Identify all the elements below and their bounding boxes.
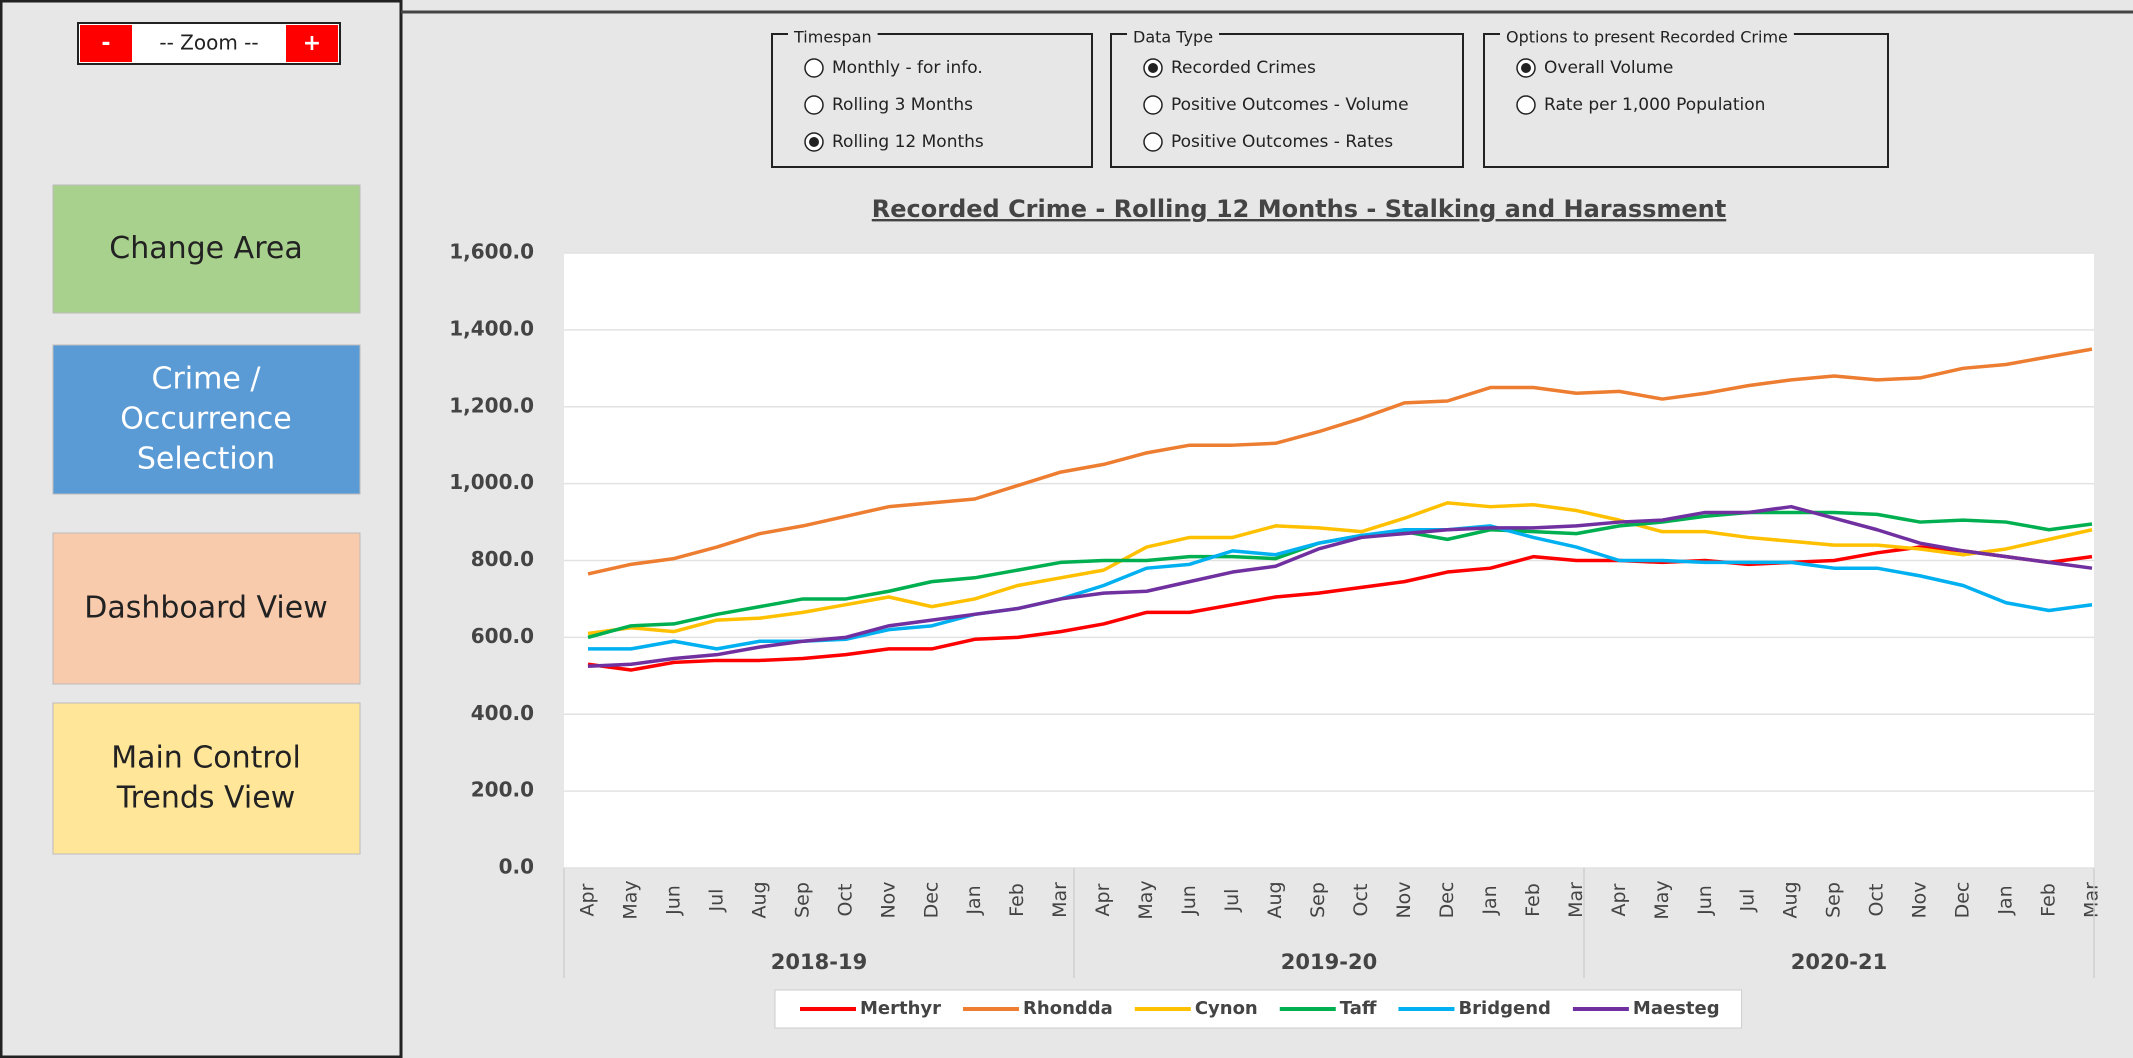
- radio-dot: [1521, 63, 1531, 73]
- x-tick-label: Sep: [791, 882, 813, 918]
- nav-button-label: Main Control Trends View: [111, 740, 301, 815]
- group-label: 2019-20: [1281, 950, 1377, 974]
- chart-title: Recorded Crime - Rolling 12 Months - Sta…: [872, 195, 1726, 223]
- option-group-title: Options to present Recorded Crime: [1506, 28, 1788, 47]
- legend-label: Cynon: [1195, 998, 1258, 1019]
- radio-label[interactable]: Overall Volume: [1544, 58, 1673, 78]
- x-tick-label: Dec: [920, 882, 942, 919]
- legend-label: Merthyr: [860, 998, 941, 1019]
- nav-button-label: Dashboard View: [84, 590, 328, 625]
- radio-dot: [1148, 63, 1158, 73]
- x-tick-label: Nov: [1909, 881, 1931, 918]
- nav-button[interactable]: [52, 702, 361, 855]
- series-line: [587, 501, 2093, 636]
- zoom-label: -- Zoom --: [159, 31, 258, 55]
- radio-dot: [809, 137, 819, 147]
- x-tick-label: Nov: [877, 881, 899, 918]
- y-tick-label: 1,000.0: [449, 470, 534, 494]
- x-tick-label: Apr: [1608, 883, 1630, 916]
- x-tick-label: Oct: [834, 884, 856, 917]
- x-tick-label: Mar: [1565, 882, 1587, 918]
- x-tick-label: Jul: [1221, 889, 1243, 913]
- option-group-title: Timespan: [793, 28, 872, 47]
- nav-button[interactable]: [52, 532, 361, 685]
- x-tick-label: Mar: [1049, 882, 1071, 918]
- x-tick-label: Feb: [1522, 883, 1544, 917]
- y-tick-label: 1,200.0: [449, 393, 534, 417]
- y-tick-label: 400.0: [471, 701, 534, 725]
- radio-label[interactable]: Rolling 12 Months: [832, 132, 984, 152]
- radio-button[interactable]: [804, 58, 824, 78]
- option-group-frame: [1110, 33, 1464, 168]
- group-label: 2020-21: [1791, 950, 1887, 974]
- x-tick-label: May: [619, 880, 641, 919]
- title-gap: [1127, 30, 1220, 40]
- x-tick-label: Aug: [1264, 881, 1286, 918]
- x-tick-label: Jan: [1995, 885, 2017, 915]
- x-tick-label: Oct: [1866, 884, 1888, 917]
- x-tick-label: Jun: [1178, 885, 1200, 916]
- x-tick-label: May: [1651, 880, 1673, 919]
- zoom-minus-label: -: [101, 31, 110, 56]
- series-line: [587, 504, 2093, 668]
- x-tick-label: Mar: [2081, 882, 2103, 918]
- nav-button-label: Change Area: [109, 231, 302, 266]
- x-tick-label: Sep: [1307, 882, 1329, 918]
- x-tick-label: Jul: [705, 889, 727, 913]
- legend-label: Bridgend: [1458, 998, 1550, 1019]
- legend-label: Taff: [1340, 998, 1377, 1019]
- x-tick-label: Feb: [1006, 883, 1028, 917]
- y-tick-label: 600.0: [471, 624, 534, 648]
- x-tick-label: Nov: [1393, 881, 1415, 918]
- x-tick-label: Jul: [1737, 889, 1759, 913]
- y-tick-label: 0.0: [499, 855, 534, 879]
- x-tick-label: Oct: [1350, 884, 1372, 917]
- y-tick-label: 1,400.0: [449, 316, 534, 340]
- zoom-minus[interactable]: [80, 25, 132, 62]
- nav-button-label: Crime / Occurrence Selection: [120, 361, 292, 476]
- title-gap: [788, 30, 878, 40]
- radio-button[interactable]: [804, 95, 824, 115]
- title-gap: [1500, 30, 1794, 40]
- radio-button[interactable]: [1143, 95, 1163, 115]
- x-tick-label: May: [1135, 880, 1157, 919]
- x-tick-label: Jan: [963, 885, 985, 915]
- radio-label[interactable]: Positive Outcomes - Rates: [1171, 132, 1393, 152]
- y-tick-label: 800.0: [471, 547, 534, 571]
- zoom-plus-label: +: [303, 31, 321, 56]
- x-tick-label: Aug: [748, 881, 770, 918]
- nav-button[interactable]: [52, 344, 361, 495]
- radio-label[interactable]: Rolling 3 Months: [832, 95, 973, 115]
- radio-label[interactable]: Positive Outcomes - Volume: [1171, 95, 1409, 115]
- x-tick-label: Apr: [1092, 883, 1114, 916]
- x-tick-label: Feb: [2038, 883, 2060, 917]
- radio-button[interactable]: [1143, 132, 1163, 152]
- x-tick-label: Jan: [1479, 885, 1501, 915]
- legend-label: Rhondda: [1023, 998, 1113, 1019]
- x-tick-label: Dec: [1436, 882, 1458, 919]
- x-tick-label: Jun: [1694, 885, 1716, 916]
- x-tick-label: Aug: [1780, 881, 1802, 918]
- nav-button[interactable]: [52, 184, 361, 314]
- radio-button[interactable]: [1516, 95, 1536, 115]
- radio-label[interactable]: Monthly - for info.: [832, 58, 983, 78]
- radio-label[interactable]: Recorded Crimes: [1171, 58, 1316, 78]
- legend-label: Maesteg: [1633, 998, 1720, 1019]
- y-tick-label: 200.0: [471, 778, 534, 802]
- x-tick-label: Dec: [1952, 882, 1974, 919]
- radio-label[interactable]: Rate per 1,000 Population: [1544, 95, 1765, 115]
- left-panel: [0, 0, 403, 1058]
- option-group-title: Data Type: [1133, 28, 1213, 47]
- x-tick-label: Jun: [662, 885, 684, 916]
- series-line: [587, 545, 2093, 672]
- option-group-frame: [771, 33, 1093, 168]
- y-tick-label: 1,600.0: [449, 240, 534, 264]
- zoom-plus[interactable]: [286, 25, 338, 62]
- group-label: 2018-19: [771, 950, 867, 974]
- x-tick-label: Apr: [577, 883, 599, 916]
- x-tick-label: Sep: [1823, 882, 1845, 918]
- series-line: [587, 347, 2093, 576]
